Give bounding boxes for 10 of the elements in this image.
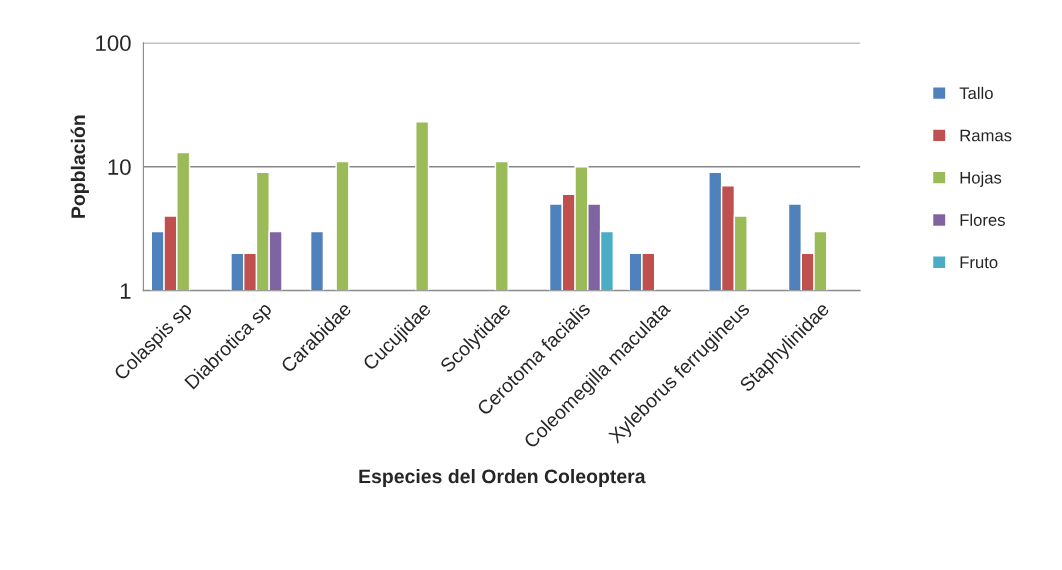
y-tick-label: 100 <box>96 35 131 52</box>
y-tick-label: 1 <box>120 283 131 299</box>
legend-label: Fruto <box>960 256 998 269</box>
legend-label: Hojas <box>960 171 1002 187</box>
legend-label: Tallo <box>959 86 993 100</box>
x-axis-title: Especies del Orden Coleoptera <box>359 468 646 488</box>
y-tick-label: 10 <box>108 159 131 175</box>
legend-label: Flores <box>960 213 1005 226</box>
legend-label: Ramas <box>960 129 1012 142</box>
y-axis-title: Popblación <box>70 115 89 218</box>
